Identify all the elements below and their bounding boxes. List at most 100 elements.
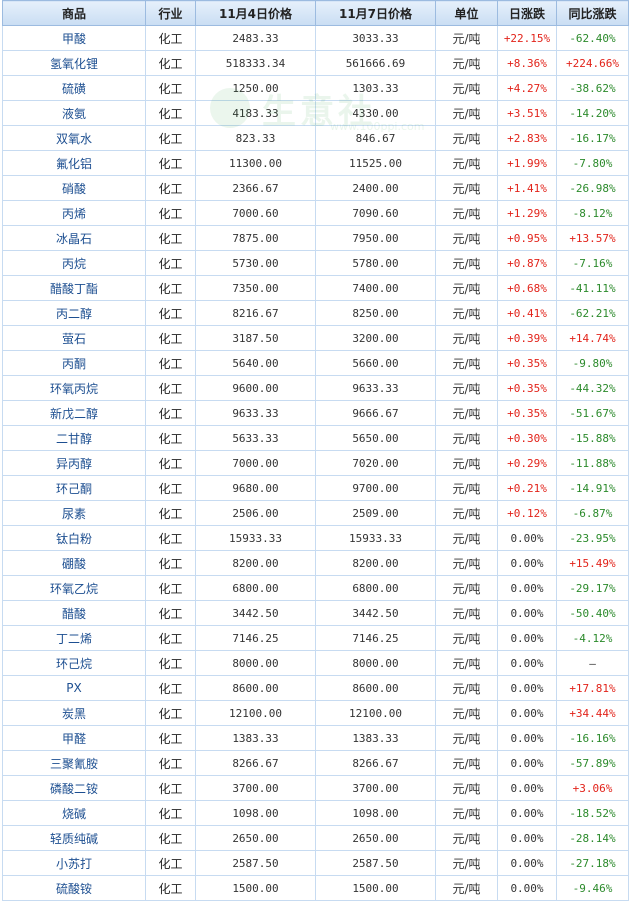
price-nov4-cell: 9680.00 bbox=[195, 475, 316, 501]
unit-cell: 元/吨 bbox=[435, 625, 498, 651]
unit-cell: 元/吨 bbox=[435, 125, 498, 151]
industry-cell: 化工 bbox=[145, 625, 196, 651]
commodity-link[interactable]: 烧碱 bbox=[2, 800, 146, 826]
daily-change-cell: 0.00% bbox=[497, 875, 557, 901]
price-nov4-cell: 2483.33 bbox=[195, 25, 316, 51]
unit-cell: 元/吨 bbox=[435, 350, 498, 376]
table-row: 硝酸 化工 2366.67 2400.00 元/吨 +1.41% -26.98% bbox=[2, 175, 629, 201]
price-nov4-cell: 1098.00 bbox=[195, 800, 316, 826]
daily-change-cell: +0.35% bbox=[497, 400, 557, 426]
daily-change-cell: +1.29% bbox=[497, 200, 557, 226]
industry-cell: 化工 bbox=[145, 575, 196, 601]
industry-cell: 化工 bbox=[145, 175, 196, 201]
table-row: 异丙醇 化工 7000.00 7020.00 元/吨 +0.29% -11.88% bbox=[2, 450, 629, 476]
daily-change-cell: 0.00% bbox=[497, 600, 557, 626]
yoy-change-cell: — bbox=[556, 650, 629, 676]
commodity-link[interactable]: 轻质纯碱 bbox=[2, 825, 146, 851]
yoy-change-cell: -11.88% bbox=[556, 450, 629, 476]
price-nov4-cell: 1500.00 bbox=[195, 875, 316, 901]
commodity-link[interactable]: 醋酸 bbox=[2, 600, 146, 626]
commodity-link[interactable]: 氢氧化锂 bbox=[2, 50, 146, 76]
yoy-change-cell: -62.21% bbox=[556, 300, 629, 326]
price-nov4-cell: 1250.00 bbox=[195, 75, 316, 101]
table-row: 甲酸 化工 2483.33 3033.33 元/吨 +22.15% -62.40% bbox=[2, 25, 629, 51]
commodity-link[interactable]: 炭黑 bbox=[2, 700, 146, 726]
commodity-link[interactable]: 硫磺 bbox=[2, 75, 146, 101]
yoy-change-cell: -23.95% bbox=[556, 525, 629, 551]
commodity-link[interactable]: 醋酸丁酯 bbox=[2, 275, 146, 301]
commodity-link[interactable]: 硫酸铵 bbox=[2, 875, 146, 901]
unit-cell: 元/吨 bbox=[435, 50, 498, 76]
yoy-change-cell: -16.16% bbox=[556, 725, 629, 751]
commodity-link[interactable]: 丙烯 bbox=[2, 200, 146, 226]
header-unit: 单位 bbox=[435, 0, 498, 26]
industry-cell: 化工 bbox=[145, 375, 196, 401]
daily-change-cell: 0.00% bbox=[497, 550, 557, 576]
price-nov4-cell: 3187.50 bbox=[195, 325, 316, 351]
table-row: 烧碱 化工 1098.00 1098.00 元/吨 0.00% -18.52% bbox=[2, 800, 629, 826]
commodity-link[interactable]: 冰晶石 bbox=[2, 225, 146, 251]
commodity-link[interactable]: 液氨 bbox=[2, 100, 146, 126]
commodity-link[interactable]: 二甘醇 bbox=[2, 425, 146, 451]
price-nov7-cell: 8250.00 bbox=[315, 300, 436, 326]
commodity-link[interactable]: PX bbox=[2, 675, 146, 701]
commodity-link[interactable]: 环氧丙烷 bbox=[2, 375, 146, 401]
yoy-change-cell: -4.12% bbox=[556, 625, 629, 651]
daily-change-cell: +0.35% bbox=[497, 375, 557, 401]
daily-change-cell: 0.00% bbox=[497, 625, 557, 651]
price-nov7-cell: 1500.00 bbox=[315, 875, 436, 901]
table-row: 炭黑 化工 12100.00 12100.00 元/吨 0.00% +34.44% bbox=[2, 700, 629, 726]
price-nov7-cell: 11525.00 bbox=[315, 150, 436, 176]
commodity-link[interactable]: 环己烷 bbox=[2, 650, 146, 676]
price-nov4-cell: 2587.50 bbox=[195, 850, 316, 876]
price-nov4-cell: 2650.00 bbox=[195, 825, 316, 851]
commodity-link[interactable]: 萤石 bbox=[2, 325, 146, 351]
price-nov7-cell: 7146.25 bbox=[315, 625, 436, 651]
commodity-link[interactable]: 异丙醇 bbox=[2, 450, 146, 476]
commodity-link[interactable]: 丙酮 bbox=[2, 350, 146, 376]
price-nov7-cell: 3700.00 bbox=[315, 775, 436, 801]
price-nov4-cell: 7146.25 bbox=[195, 625, 316, 651]
unit-cell: 元/吨 bbox=[435, 575, 498, 601]
commodity-link[interactable]: 氟化铝 bbox=[2, 150, 146, 176]
price-nov7-cell: 9666.67 bbox=[315, 400, 436, 426]
price-nov7-cell: 846.67 bbox=[315, 125, 436, 151]
commodity-link[interactable]: 三聚氰胺 bbox=[2, 750, 146, 776]
price-nov7-cell: 7400.00 bbox=[315, 275, 436, 301]
commodity-link[interactable]: 小苏打 bbox=[2, 850, 146, 876]
commodity-link[interactable]: 甲醛 bbox=[2, 725, 146, 751]
commodity-link[interactable]: 丁二烯 bbox=[2, 625, 146, 651]
commodity-link[interactable]: 甲酸 bbox=[2, 25, 146, 51]
industry-cell: 化工 bbox=[145, 325, 196, 351]
price-nov7-cell: 561666.69 bbox=[315, 50, 436, 76]
industry-cell: 化工 bbox=[145, 775, 196, 801]
commodity-link[interactable]: 硼酸 bbox=[2, 550, 146, 576]
commodity-link[interactable]: 新戊二醇 bbox=[2, 400, 146, 426]
commodity-link[interactable]: 环己酮 bbox=[2, 475, 146, 501]
yoy-change-cell: -9.80% bbox=[556, 350, 629, 376]
table-row: 小苏打 化工 2587.50 2587.50 元/吨 0.00% -27.18% bbox=[2, 850, 629, 876]
commodity-link[interactable]: 钛白粉 bbox=[2, 525, 146, 551]
unit-cell: 元/吨 bbox=[435, 475, 498, 501]
yoy-change-cell: -29.17% bbox=[556, 575, 629, 601]
yoy-change-cell: -27.18% bbox=[556, 850, 629, 876]
price-nov7-cell: 15933.33 bbox=[315, 525, 436, 551]
commodity-link[interactable]: 环氧乙烷 bbox=[2, 575, 146, 601]
price-nov7-cell: 8266.67 bbox=[315, 750, 436, 776]
industry-cell: 化工 bbox=[145, 600, 196, 626]
header-yoy-change: 同比涨跌 bbox=[556, 0, 629, 26]
yoy-change-cell: -50.40% bbox=[556, 600, 629, 626]
yoy-change-cell: -14.20% bbox=[556, 100, 629, 126]
price-nov4-cell: 518333.34 bbox=[195, 50, 316, 76]
commodity-link[interactable]: 磷酸二铵 bbox=[2, 775, 146, 801]
price-nov7-cell: 1383.33 bbox=[315, 725, 436, 751]
commodity-link[interactable]: 双氧水 bbox=[2, 125, 146, 151]
commodity-link[interactable]: 丙烷 bbox=[2, 250, 146, 276]
commodity-link[interactable]: 丙二醇 bbox=[2, 300, 146, 326]
table-row: 丙烯 化工 7000.60 7090.60 元/吨 +1.29% -8.12% bbox=[2, 200, 629, 226]
commodity-link[interactable]: 硝酸 bbox=[2, 175, 146, 201]
industry-cell: 化工 bbox=[145, 300, 196, 326]
price-nov4-cell: 3442.50 bbox=[195, 600, 316, 626]
commodity-link[interactable]: 尿素 bbox=[2, 500, 146, 526]
